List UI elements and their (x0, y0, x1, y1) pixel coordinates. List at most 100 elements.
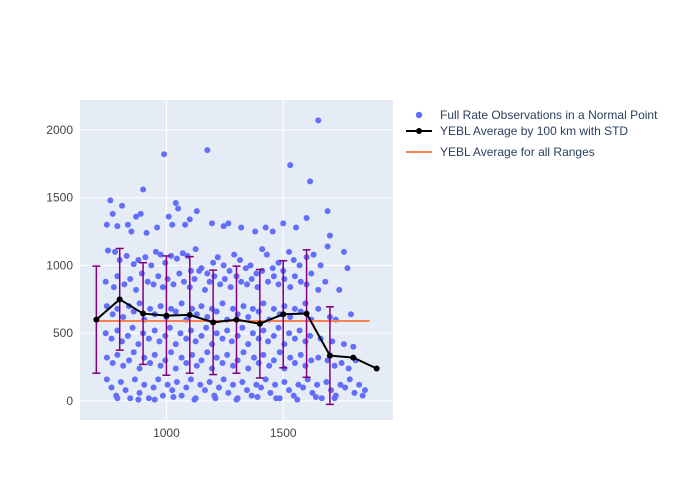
scatter-point (124, 221, 131, 228)
scatter-point (178, 300, 185, 307)
scatter-point (135, 257, 142, 263)
scatter-point (130, 261, 137, 268)
scatter-point (173, 379, 180, 386)
scatter-point (187, 376, 194, 383)
scatter-point (229, 305, 236, 312)
scatter-point (201, 387, 208, 394)
legend-average-label[interactable]: YEBL Average by 100 km with STD (440, 124, 628, 138)
scatter-point (219, 300, 226, 307)
scatter-point (281, 275, 288, 282)
scatter-point (183, 360, 190, 367)
scatter-point (361, 387, 368, 394)
average-point (326, 352, 333, 359)
scatter-point (102, 278, 109, 285)
scatter-point (168, 349, 175, 356)
scatter-point (291, 273, 298, 280)
scatter-point (270, 273, 277, 280)
legend[interactable]: Full Rate Observations in a Normal Point… (406, 108, 658, 159)
scatter-point (275, 324, 282, 331)
scatter-point (344, 265, 351, 272)
scatter-point (131, 376, 138, 383)
scatter-point (191, 396, 198, 403)
scatter-point (168, 305, 175, 312)
scatter-point (124, 332, 131, 339)
scatter-point (318, 395, 325, 402)
average-point (280, 311, 287, 318)
scatter-point (310, 251, 317, 258)
scatter-point (224, 327, 231, 334)
scatter-point (324, 357, 331, 364)
scatter-point (172, 308, 179, 315)
scatter-point (293, 224, 300, 231)
scatter-point (359, 392, 366, 399)
scatter-point (234, 357, 241, 364)
scatter-point (215, 384, 222, 391)
scatter-point (342, 384, 349, 391)
scatter-point (198, 357, 205, 364)
scatter-point (260, 327, 267, 334)
scatter-point (162, 332, 169, 339)
scatter-point (291, 305, 298, 312)
y-tick-label: 2000 (46, 123, 73, 137)
axis-ticks: 0 500 1000 1500 2000 1000 1500 (46, 123, 297, 440)
scatter-point (262, 224, 269, 231)
scatter-point (144, 278, 151, 285)
scatter-point (269, 265, 276, 272)
scatter-point (107, 197, 114, 204)
scatter-point (294, 396, 301, 403)
scatter-point (162, 357, 169, 364)
average-point (93, 316, 100, 323)
scatter-point (295, 381, 302, 388)
scatter-point (290, 392, 297, 399)
scatter-point (245, 365, 252, 372)
scatter-point (211, 273, 218, 280)
legend-scatter-label[interactable]: Full Rate Observations in a Normal Point (440, 108, 658, 122)
scatter-point (296, 327, 303, 334)
scatter-point (168, 252, 175, 259)
scatter-point (119, 202, 126, 209)
scatter-point (151, 351, 158, 358)
scatter-point (291, 360, 298, 367)
scatter-point (120, 362, 127, 369)
scatter-point (161, 151, 168, 158)
scatter-point (204, 147, 211, 154)
scatter-point (148, 262, 155, 269)
legend-overall-label[interactable]: YEBL Average for all Ranges (440, 145, 595, 159)
scatter-point (226, 267, 233, 274)
scatter-point (245, 341, 252, 348)
scatter-point (227, 284, 234, 291)
scatter-point (220, 262, 227, 269)
scatter-point (159, 284, 166, 291)
scatter-point (308, 357, 315, 364)
scatter-point (114, 395, 121, 402)
scatter-point (350, 343, 357, 350)
scatter-point (108, 384, 115, 391)
scatter-point (291, 335, 298, 342)
scatter-point (140, 186, 147, 193)
scatter-point (164, 275, 171, 282)
average-point (186, 311, 193, 318)
scatter-point (176, 270, 183, 277)
scatter-point (225, 389, 232, 396)
scatter-point (225, 220, 232, 227)
scatter-point (138, 270, 145, 277)
scatter-point (133, 213, 140, 220)
scatter-point (109, 311, 116, 318)
scatter-point (314, 381, 321, 388)
scatter-point (213, 308, 220, 315)
scatter-point (251, 354, 258, 361)
scatter-point (340, 248, 347, 255)
y-tick-label: 1000 (46, 258, 73, 272)
scatter-point (253, 381, 260, 388)
scatter-point (192, 338, 199, 345)
x-tick-label: 1500 (270, 426, 297, 440)
scatter-point (103, 354, 110, 361)
scatter-point (169, 387, 176, 394)
scatter-point (141, 381, 148, 388)
scatter-point (136, 300, 143, 307)
scatter-point (137, 210, 144, 217)
scatter-point (328, 387, 335, 394)
scatter-point (255, 335, 262, 342)
scatter-point (135, 341, 142, 348)
scatter-point (281, 379, 288, 386)
